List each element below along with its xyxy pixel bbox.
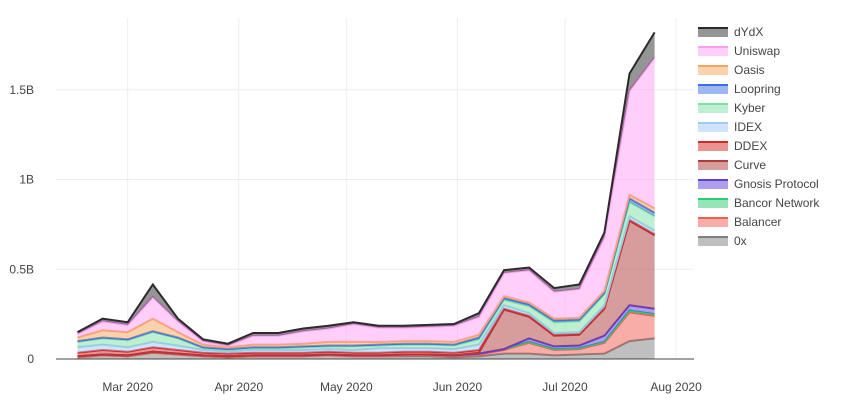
legend-item-uniswap[interactable]: Uniswap xyxy=(698,44,780,58)
area-oasis xyxy=(77,194,655,350)
legend-swatch xyxy=(698,85,728,94)
legend-label: DDEX xyxy=(734,139,767,153)
x-tick-label: Mar 2020 xyxy=(102,380,153,394)
legend-swatch xyxy=(698,66,728,75)
area-curve xyxy=(77,220,655,357)
legend-item-loopring[interactable]: Loopring xyxy=(698,82,781,96)
legend-label: Loopring xyxy=(734,82,781,96)
legend-item-balancer[interactable]: Balancer xyxy=(698,215,781,229)
legend-label: Gnosis Protocol xyxy=(734,177,819,191)
legend-swatch xyxy=(698,142,728,151)
legend-item-kyber[interactable]: Kyber xyxy=(698,101,765,115)
legend-label: Kyber xyxy=(734,101,765,115)
legend-label: Oasis xyxy=(734,63,765,77)
line-dydx xyxy=(77,31,656,345)
x-tick-label: May 2020 xyxy=(320,380,373,394)
area-dydx xyxy=(77,32,655,346)
legend-swatch xyxy=(698,104,728,113)
axes: Mar 2020 Apr 2020 May 2020 Jun 2020 Jul 2020… xyxy=(9,83,702,394)
legend-swatch xyxy=(698,123,728,132)
gridlines xyxy=(56,18,694,359)
x-tick-label: Apr 2020 xyxy=(214,380,263,394)
legend-item-oasis[interactable]: Oasis xyxy=(698,63,765,77)
area-balancer xyxy=(77,312,655,358)
y-tick-label: 1.5B xyxy=(9,83,34,97)
y-tick-label: 0 xyxy=(27,352,34,366)
legend-label: IDEX xyxy=(734,120,762,134)
legend-swatch xyxy=(698,28,728,37)
x-tick-label: Aug 2020 xyxy=(650,380,702,394)
legend-swatch xyxy=(698,161,728,170)
x-tick-label: Jun 2020 xyxy=(433,380,483,394)
y-tick-label: 0.5B xyxy=(9,262,34,276)
legend-swatch xyxy=(698,199,728,208)
legend-item-gnosis-protocol[interactable]: Gnosis Protocol xyxy=(698,177,819,191)
x-tick-label: Jul 2020 xyxy=(542,380,588,394)
legend-label: Uniswap xyxy=(734,44,780,58)
legend-label: Curve xyxy=(734,158,766,172)
legend-label: 0x xyxy=(734,234,747,248)
legend-label: Bancor Network xyxy=(734,196,820,210)
legend-item-curve[interactable]: Curve xyxy=(698,158,766,172)
legend-swatch xyxy=(698,218,728,227)
legend-label: dYdX xyxy=(734,25,763,39)
legend-swatch xyxy=(698,47,728,56)
legend-item-bancor-network[interactable]: Bancor Network xyxy=(698,196,820,210)
legend-label: Balancer xyxy=(734,215,781,229)
legend-item-idex[interactable]: IDEX xyxy=(698,120,762,134)
y-tick-label: 1B xyxy=(19,173,34,187)
area-uniswap xyxy=(77,57,655,348)
legend-swatch xyxy=(698,180,728,189)
legend-swatch xyxy=(698,237,728,246)
legend-item-ddex[interactable]: DDEX xyxy=(698,139,767,153)
legend[interactable]: dYdX Uniswap Oasis Loopring Kyber IDEX DDEX Cur… xyxy=(698,25,820,248)
legend-item-0x[interactable]: 0x xyxy=(698,234,747,248)
plot-area xyxy=(77,31,656,359)
legend-item-dydx[interactable]: dYdX xyxy=(698,25,763,39)
